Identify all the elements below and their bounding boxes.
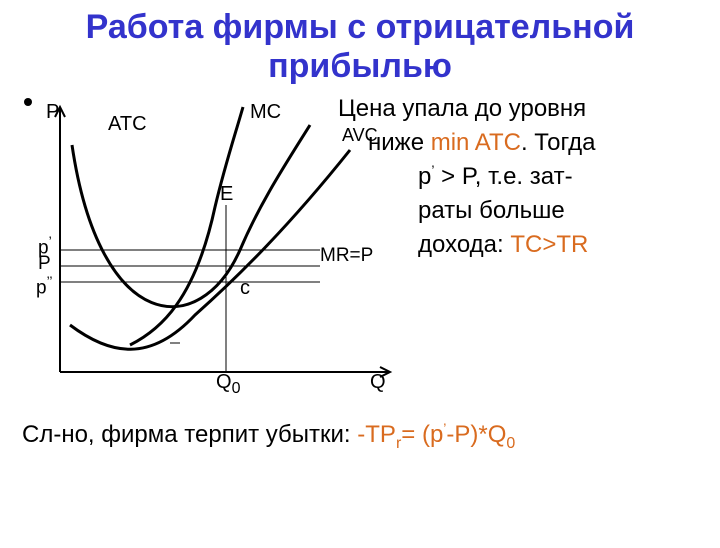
rtext-line2: ниже min ATC. Тогда (368, 126, 595, 160)
curve-label-avc: AVC (342, 125, 378, 146)
rtext-line4: раты больше (418, 194, 565, 228)
rtext-line5: дохода: TC>TR (418, 228, 588, 262)
concl-c: = (p (401, 421, 443, 448)
concl-a: Сл-но, фирма терпит убытки: (22, 421, 357, 448)
content-area: Цена упала до уровня ниже min ATC. Тогда… (0, 90, 720, 540)
curve-label-atc: ATC (108, 113, 147, 136)
point-label-e: E (220, 183, 233, 206)
curve-label-mr: MR=P (320, 245, 373, 267)
price-label-p2: p’’ (36, 273, 53, 299)
curve-label-mc: MC (250, 101, 281, 124)
rtext-l2b: min ATC (431, 129, 521, 156)
concl-d: -P)*Q (446, 421, 506, 448)
concl-d-sub: 0 (506, 435, 515, 452)
slide-title: Работа фирмы с отрицательной прибылью (20, 8, 700, 86)
rtext-l3b: > P, т.е. зат- (434, 163, 572, 190)
price-label-pmid: P (38, 253, 51, 275)
q0-txt: Q (216, 371, 232, 393)
p1-sup: ’ (49, 233, 52, 249)
point-label-c: c (240, 277, 250, 300)
p2-txt: p (36, 278, 47, 299)
rtext-line3: p’ > P, т.е. зат- (418, 160, 573, 194)
q0-sub: 0 (232, 380, 241, 397)
rtext-l5b: TC>TR (510, 231, 588, 258)
conclusion-line: Сл-но, фирма терпит убытки: -TPr= (p’-P)… (22, 420, 515, 453)
rtext-l3a: p (418, 163, 431, 190)
concl-b: -TPr= (p’-P)*Q0 (357, 421, 515, 448)
rtext-l2c: . Тогда (521, 129, 596, 156)
axis-label-p: P (46, 101, 59, 124)
p2-sup: ’’ (47, 273, 53, 289)
axis-label-q0: Q0 (216, 371, 240, 398)
rtext-l5a: дохода: (418, 231, 510, 258)
concl-b-txt: -TP (357, 421, 396, 448)
cost-curves-diagram: P Q Q0 ATC MC AVC MR=P E c p’ P p’’ (30, 95, 400, 405)
axis-label-q: Q (370, 371, 386, 394)
